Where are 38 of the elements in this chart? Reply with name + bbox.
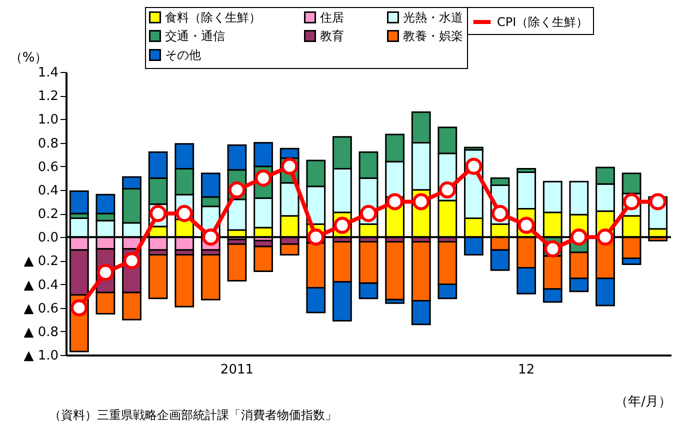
y-tick-label: ▲ 0.4 bbox=[24, 278, 58, 293]
y-tick-label: 0.0 bbox=[38, 230, 58, 246]
y-tick-label: 1.0 bbox=[38, 112, 58, 128]
point bbox=[438, 181, 456, 198]
point bbox=[570, 228, 588, 246]
point bbox=[649, 193, 666, 210]
y-tick-label: ▲ 1.0 bbox=[24, 348, 58, 364]
legend-label: 住居 bbox=[319, 10, 344, 24]
x-axis-title: （年/月） bbox=[615, 394, 672, 410]
point bbox=[70, 299, 88, 316]
legend-label: 教育 bbox=[320, 29, 344, 43]
y-tick-label: ▲ 0.8 bbox=[24, 324, 58, 340]
bar bbox=[385, 241, 404, 300]
y-tick-label: 0.8 bbox=[38, 136, 58, 152]
legend-label: 教養・娯楽 bbox=[403, 29, 463, 43]
point bbox=[412, 193, 430, 210]
y-tick-label: 0.4 bbox=[38, 183, 58, 198]
y-tick-label: ▲ 0.6 bbox=[24, 301, 58, 316]
y-tick-label: 1.4 bbox=[38, 66, 58, 80]
y-tick-label: ▲ 0.2 bbox=[24, 254, 58, 270]
y-tick-label: 0.6 bbox=[38, 160, 58, 175]
legend-label: 光熱・水道 bbox=[403, 10, 463, 24]
legend-label: CPI（除く生鮮） bbox=[497, 15, 588, 29]
text: （資料）三重県戦略企画部統計課「消費者物価指数」 bbox=[48, 408, 337, 422]
x-tick-label: 12 bbox=[518, 362, 535, 378]
point bbox=[386, 193, 404, 210]
legend-label: 交通・通信 bbox=[165, 29, 225, 43]
y-axis-title: （%） bbox=[9, 50, 48, 66]
x-tick-label: 2011 bbox=[220, 362, 254, 378]
point bbox=[123, 252, 140, 270]
legend-label: 食料（除く生鮮） bbox=[165, 10, 261, 24]
point bbox=[596, 228, 614, 246]
point bbox=[360, 204, 378, 222]
y-tick-label: 0.2 bbox=[38, 207, 58, 222]
point bbox=[465, 158, 482, 175]
y-tick-label: 1.2 bbox=[38, 89, 58, 104]
point bbox=[202, 228, 220, 246]
legend-label: その他 bbox=[165, 48, 201, 62]
